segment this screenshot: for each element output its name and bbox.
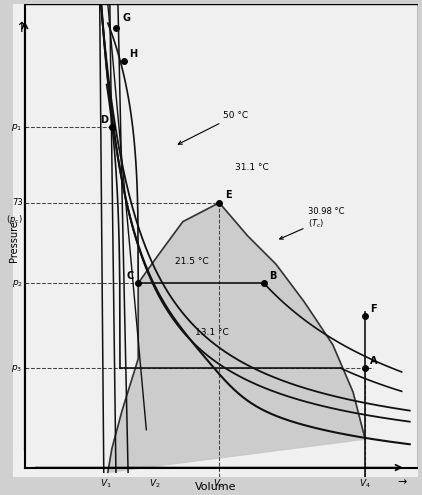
Text: Volume: Volume (195, 482, 236, 492)
Text: H: H (129, 49, 137, 58)
Point (113, 24, 119, 32)
Point (121, 57, 127, 65)
Text: Pressure: Pressure (9, 220, 19, 261)
Text: $V_2$: $V_2$ (149, 477, 160, 490)
Text: ↑: ↑ (15, 21, 27, 35)
Text: $(p_c)$: $(p_c)$ (6, 213, 23, 226)
Point (108, 123, 115, 131)
Polygon shape (108, 203, 365, 472)
Text: D: D (100, 115, 108, 125)
Text: $V_4$: $V_4$ (359, 477, 371, 490)
Text: E: E (225, 191, 232, 200)
Text: 73: 73 (12, 198, 23, 207)
Text: A: A (370, 356, 378, 366)
Point (362, 312, 368, 320)
Text: $V_c$: $V_c$ (214, 477, 225, 490)
Text: 21.5 °C: 21.5 °C (175, 257, 208, 266)
Text: C: C (126, 271, 133, 281)
Text: 30.98 °C
$(T_c)$: 30.98 °C $(T_c)$ (280, 206, 345, 239)
Text: F: F (370, 304, 377, 314)
Point (135, 279, 142, 287)
Text: $V_1$: $V_1$ (100, 477, 112, 490)
Text: $p_3$: $p_3$ (11, 363, 23, 374)
Text: G: G (122, 13, 130, 23)
Point (216, 199, 223, 207)
Text: 50 °C: 50 °C (178, 111, 249, 144)
Text: 13.1 °C: 13.1 °C (195, 328, 229, 337)
Text: B: B (269, 271, 276, 281)
Text: →: → (397, 477, 406, 487)
Point (260, 279, 267, 287)
Text: $p_1$: $p_1$ (11, 122, 23, 133)
Text: $p_2$: $p_2$ (11, 278, 23, 289)
Point (362, 364, 368, 372)
Text: 31.1 °C: 31.1 °C (235, 163, 269, 172)
